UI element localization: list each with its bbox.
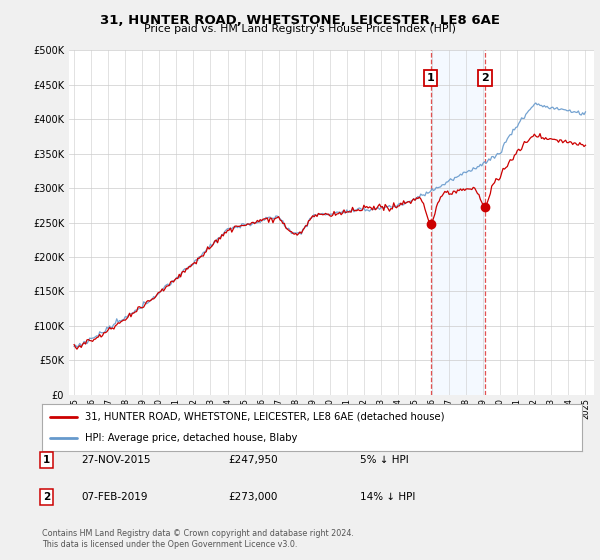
Text: 27-NOV-2015: 27-NOV-2015 <box>81 455 151 465</box>
Text: £273,000: £273,000 <box>228 492 277 502</box>
Bar <box>431 50 485 395</box>
Text: 1: 1 <box>427 73 434 83</box>
Text: 1: 1 <box>43 455 50 465</box>
Text: 2: 2 <box>43 492 50 502</box>
Text: 2: 2 <box>481 73 489 83</box>
Text: Price paid vs. HM Land Registry's House Price Index (HPI): Price paid vs. HM Land Registry's House … <box>144 24 456 34</box>
Text: Contains HM Land Registry data © Crown copyright and database right 2024.
This d: Contains HM Land Registry data © Crown c… <box>42 529 354 549</box>
Text: 31, HUNTER ROAD, WHETSTONE, LEICESTER, LE8 6AE (detached house): 31, HUNTER ROAD, WHETSTONE, LEICESTER, L… <box>85 412 445 422</box>
Text: 5% ↓ HPI: 5% ↓ HPI <box>360 455 409 465</box>
Text: 31, HUNTER ROAD, WHETSTONE, LEICESTER, LE8 6AE: 31, HUNTER ROAD, WHETSTONE, LEICESTER, L… <box>100 14 500 27</box>
Text: £247,950: £247,950 <box>228 455 278 465</box>
Text: 07-FEB-2019: 07-FEB-2019 <box>81 492 148 502</box>
Text: HPI: Average price, detached house, Blaby: HPI: Average price, detached house, Blab… <box>85 433 298 444</box>
Text: 14% ↓ HPI: 14% ↓ HPI <box>360 492 415 502</box>
